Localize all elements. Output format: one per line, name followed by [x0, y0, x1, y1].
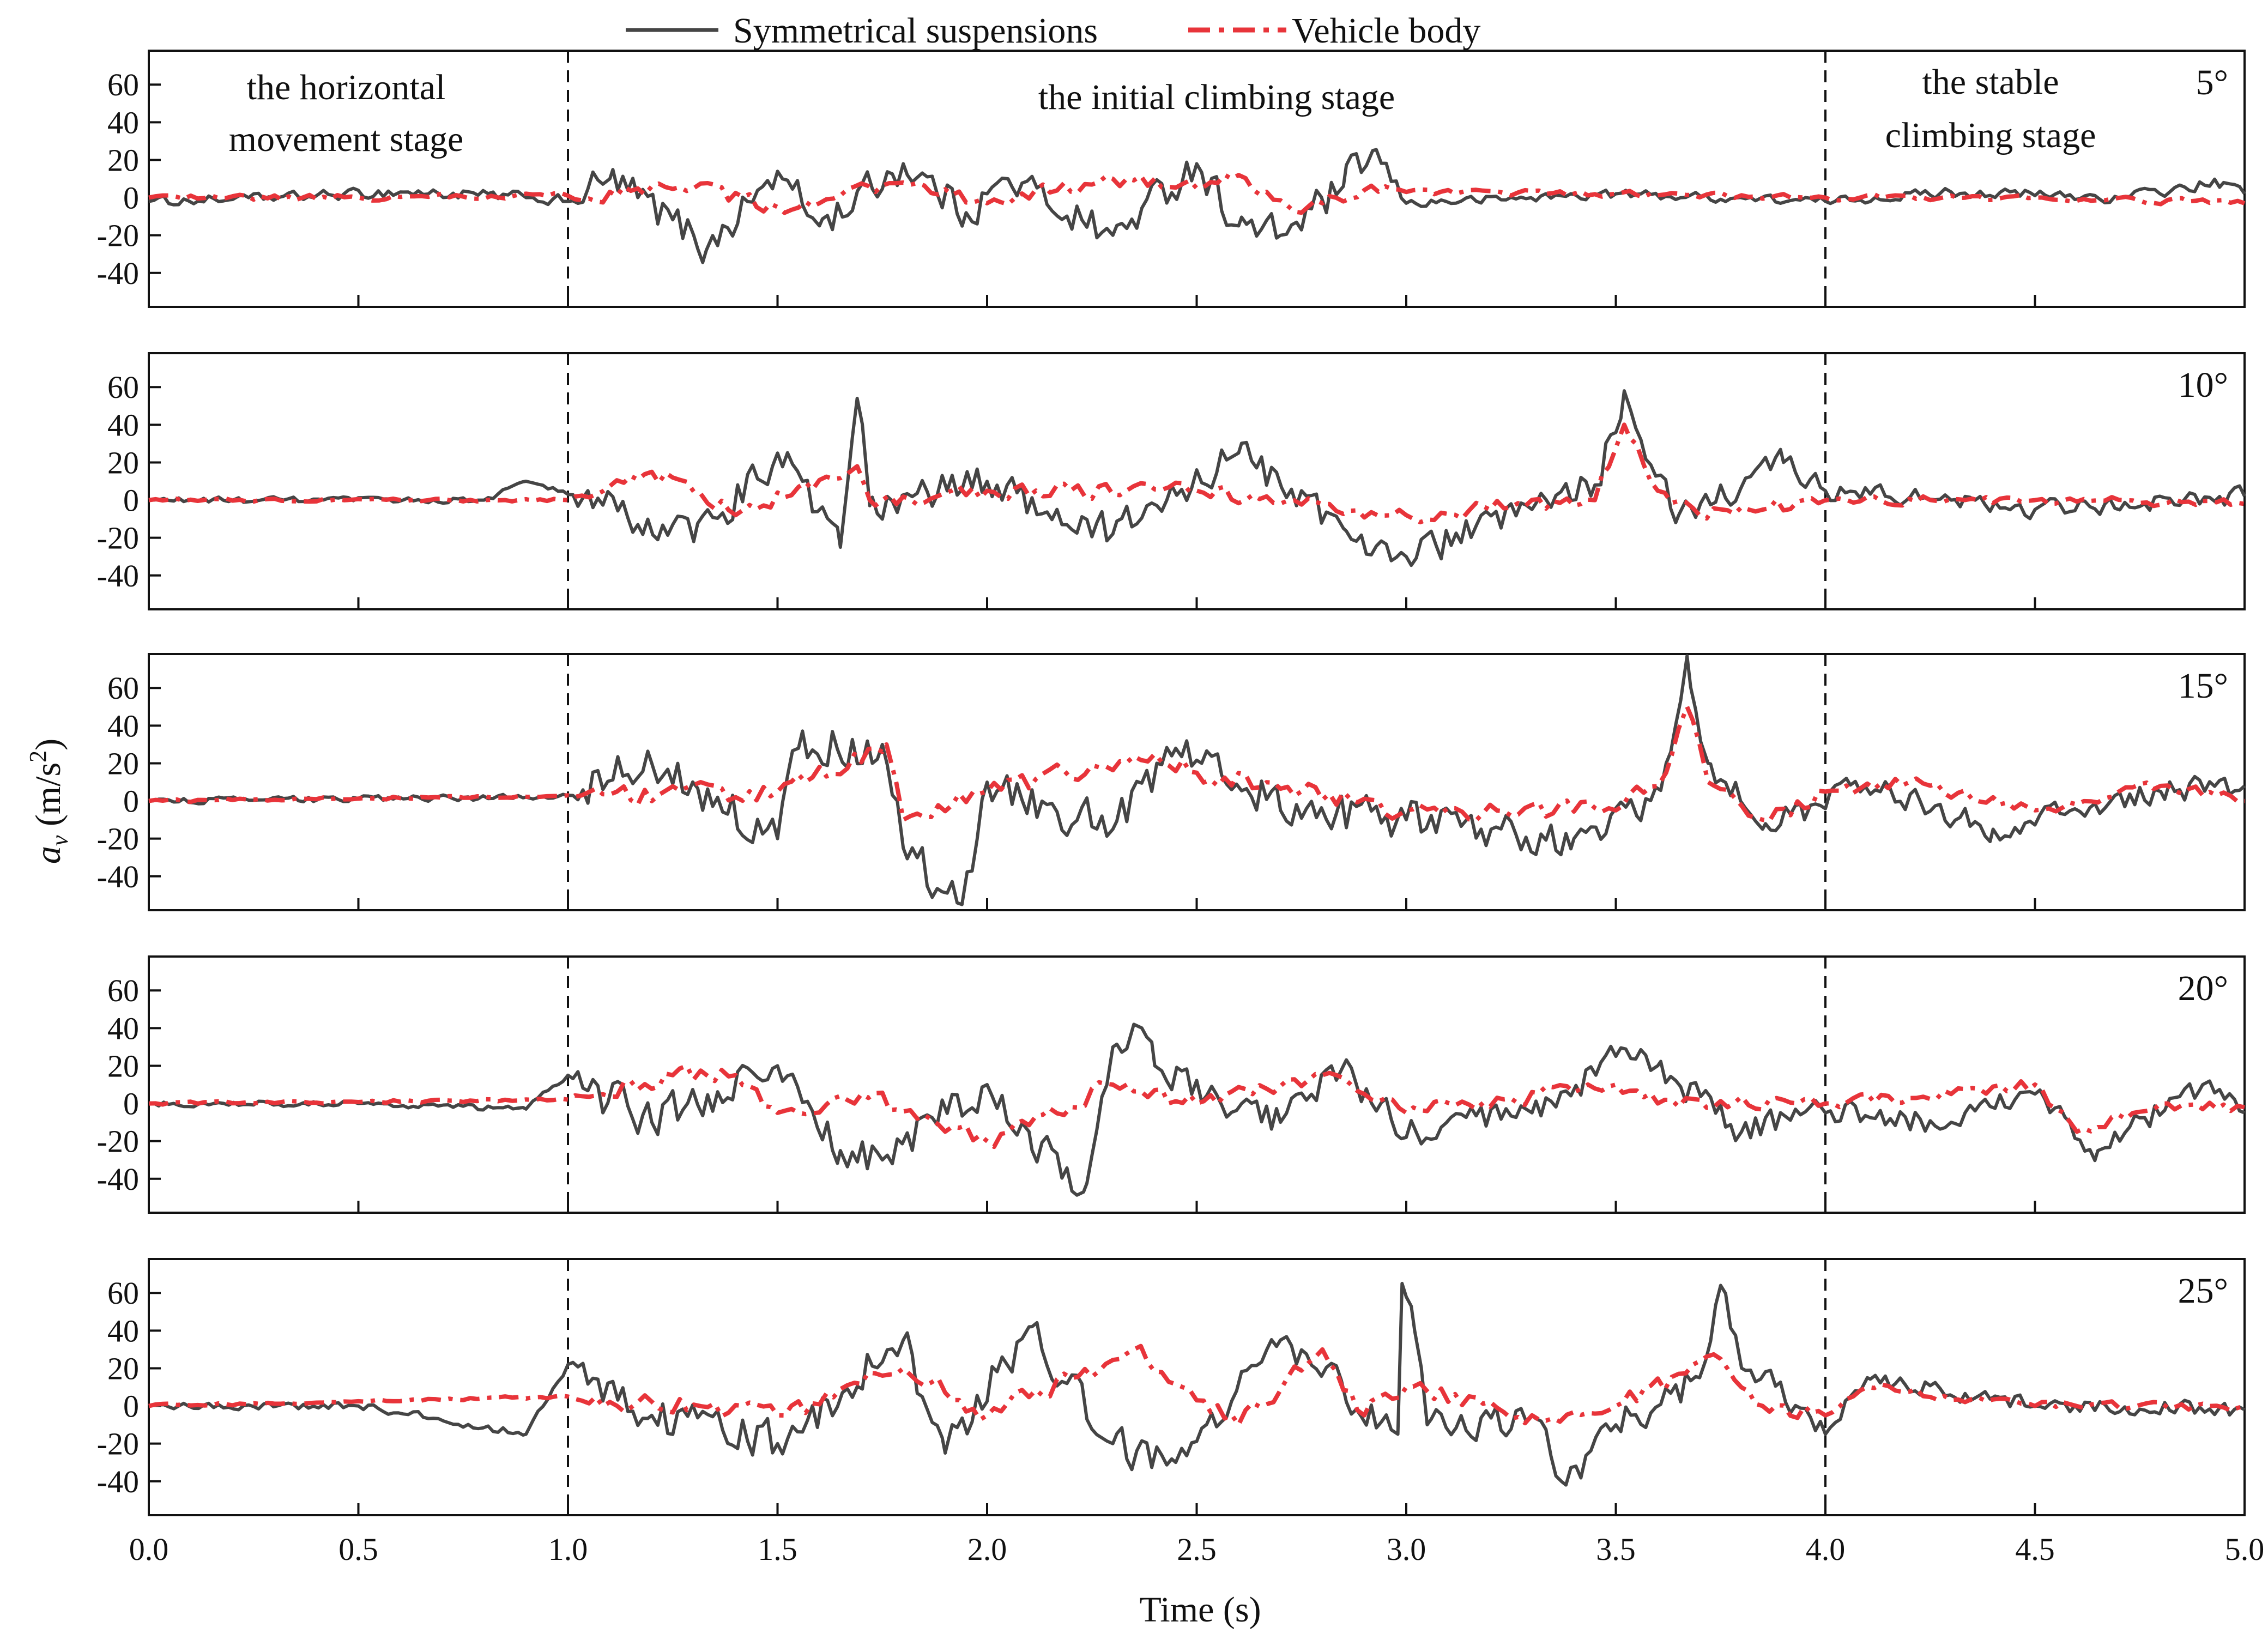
y-tick-label: 40	[107, 1313, 139, 1348]
stage-label-horizontal-line2: movement stage	[229, 119, 464, 159]
stage-label-horizontal-line1: the horizontal	[247, 68, 446, 107]
y-tick-label: 20	[107, 445, 139, 480]
x-tick-label: 4.5	[2015, 1532, 2055, 1567]
y-tick-label: -40	[97, 1161, 139, 1197]
y-axis-unit-close: )	[28, 739, 68, 751]
series-line-body	[148, 422, 2245, 525]
y-tick-label: 20	[107, 1048, 139, 1084]
x-tick-label: 1.0	[548, 1532, 588, 1567]
y-tick-label: 60	[107, 370, 139, 405]
y-tick-label: -40	[97, 1464, 139, 1499]
panel-angle-label: 20°	[2178, 969, 2228, 1008]
series-line-suspensions	[148, 1281, 2246, 1487]
y-axis-symbol: a	[28, 846, 68, 864]
legend: Symmetrical suspensions Vehicle body	[626, 11, 1480, 51]
y-tick-label: 0	[123, 1389, 139, 1424]
y-tick-label: 20	[107, 142, 139, 178]
series-line-suspensions	[148, 1022, 2246, 1197]
y-axis-title: av (m/s2)	[25, 739, 73, 864]
y-tick-label: -20	[97, 821, 139, 857]
series-line-body	[148, 1344, 2246, 1427]
y-tick-label: -40	[97, 558, 139, 594]
series-line-body	[148, 1063, 2245, 1149]
x-tick-label: 5.0	[2225, 1532, 2265, 1567]
x-tick-label: 3.0	[1387, 1532, 1426, 1567]
y-tick-label: 0	[123, 1086, 139, 1122]
series-line-body	[148, 172, 2246, 215]
y-tick-label: 20	[107, 746, 139, 781]
y-tick-label: 40	[107, 1010, 139, 1046]
y-tick-label: 0	[123, 483, 139, 518]
series-line-suspensions	[148, 389, 2246, 567]
y-tick-label: 0	[123, 784, 139, 819]
legend-label-body: Vehicle body	[1292, 11, 1480, 51]
stage-labels: the horizontal movement stage the initia…	[229, 62, 2096, 159]
x-axis-title: Time (s)	[1139, 1590, 1261, 1630]
y-axis-subscript: v	[46, 835, 73, 846]
y-tick-label: 60	[107, 973, 139, 1008]
y-tick-label: 60	[107, 1275, 139, 1311]
x-tick-label: 1.5	[758, 1532, 797, 1567]
y-tick-label: 40	[107, 407, 139, 443]
panel-angle-label: 10°	[2178, 365, 2228, 405]
y-tick-label: -20	[97, 521, 139, 556]
y-tick-label: 20	[107, 1351, 139, 1386]
legend-label-suspensions: Symmetrical suspensions	[733, 11, 1098, 51]
y-tick-label: -20	[97, 1124, 139, 1159]
stage-label-stable-line2: climbing stage	[1885, 116, 2096, 155]
x-tick-label: 0.5	[338, 1532, 378, 1567]
x-tick-label: 2.5	[1177, 1532, 1217, 1567]
y-tick-label: 60	[107, 670, 139, 706]
x-tick-label: 2.0	[967, 1532, 1007, 1567]
y-axis-unit-power: 2	[25, 751, 51, 762]
y-tick-label: -40	[97, 256, 139, 291]
x-tick-label: 4.0	[1806, 1532, 1846, 1567]
y-tick-label: -20	[97, 1426, 139, 1462]
stage-label-initial: the initial climbing stage	[1038, 77, 1395, 117]
x-tick-label: 0.0	[129, 1532, 169, 1567]
y-tick-label: -20	[97, 218, 139, 253]
panel-angle-label: 5°	[2196, 63, 2228, 102]
y-tick-label: 40	[107, 105, 139, 140]
series-line-suspensions	[148, 654, 2246, 906]
x-tick-label: 3.5	[1596, 1532, 1636, 1567]
y-tick-label: 40	[107, 708, 139, 743]
panel-angle-label: 25°	[2178, 1271, 2228, 1311]
panel-angle-label: 15°	[2178, 666, 2228, 706]
y-tick-label: -40	[97, 859, 139, 894]
series-line-body	[148, 704, 2245, 823]
stage-label-stable-line1: the stable	[1922, 62, 2059, 102]
y-axis-unit-open: (m/s	[28, 762, 68, 836]
y-tick-label: 60	[107, 67, 139, 102]
y-tick-label: 0	[123, 180, 139, 216]
